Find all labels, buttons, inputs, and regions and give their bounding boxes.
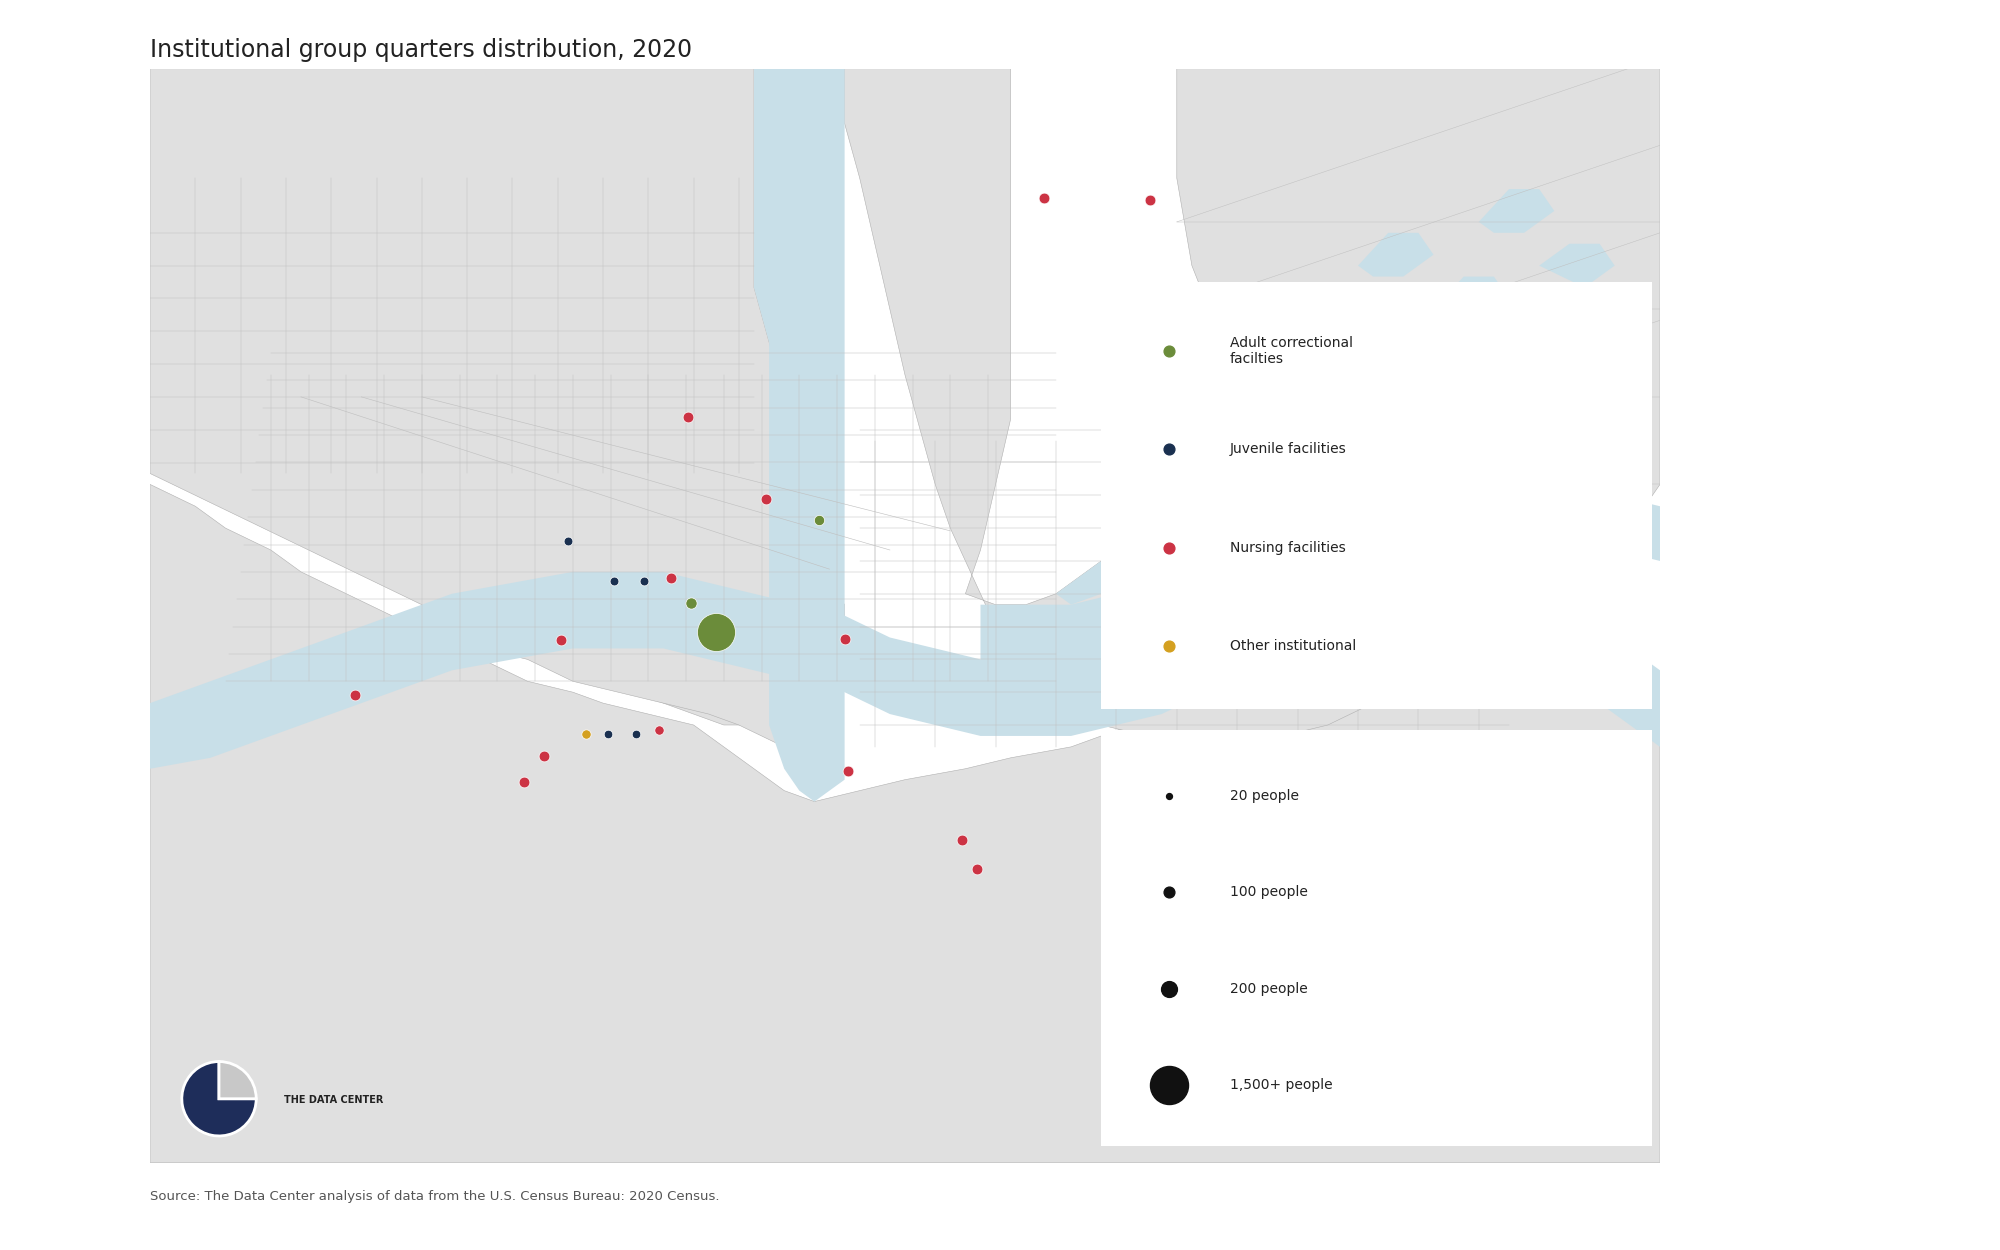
Polygon shape (1176, 69, 1660, 572)
Point (570, 724, 602, 744)
Point (620, 724, 652, 744)
Polygon shape (1358, 232, 1434, 276)
Text: Source: The Data Center analysis of data from the U.S. Census Bureau: 2020 Censu: Source: The Data Center analysis of data… (150, 1190, 720, 1202)
FancyBboxPatch shape (1102, 282, 1652, 709)
Polygon shape (1540, 244, 1614, 288)
Point (528, 745, 560, 765)
Point (340, 685, 372, 705)
Point (552, 531, 584, 551)
Polygon shape (1176, 451, 1268, 495)
Point (1234, 684, 1266, 704)
Point (1154, 979, 1186, 999)
Point (1028, 188, 1060, 208)
Polygon shape (784, 539, 814, 561)
Point (1134, 190, 1166, 210)
Point (962, 860, 994, 880)
Point (1154, 1075, 1186, 1095)
Point (628, 570, 660, 591)
Point (654, 569, 686, 589)
Point (642, 720, 674, 740)
Polygon shape (150, 69, 814, 791)
FancyBboxPatch shape (1102, 730, 1652, 1146)
Polygon shape (1238, 506, 1312, 539)
Point (802, 510, 834, 530)
Point (672, 406, 704, 426)
Point (750, 489, 782, 509)
Text: Adult correctional
facilties: Adult correctional facilties (1230, 336, 1352, 366)
Text: Other institutional: Other institutional (1230, 639, 1356, 654)
Polygon shape (150, 484, 1660, 1162)
Point (1154, 439, 1186, 459)
Point (508, 771, 540, 792)
Point (828, 629, 860, 649)
Point (832, 761, 864, 781)
Polygon shape (844, 69, 1448, 746)
Text: Juvenile facilities: Juvenile facilities (1230, 442, 1346, 456)
Point (1154, 786, 1186, 806)
Point (946, 830, 978, 850)
Point (1154, 341, 1186, 361)
Point (544, 630, 576, 650)
Point (1154, 538, 1186, 558)
Polygon shape (1298, 539, 1374, 572)
Text: 1,500+ people: 1,500+ people (1230, 1078, 1332, 1091)
Point (592, 724, 624, 744)
Point (674, 592, 706, 612)
Text: THE DATA CENTER: THE DATA CENTER (284, 1095, 384, 1105)
Wedge shape (220, 1061, 256, 1099)
Text: 200 people: 200 people (1230, 981, 1308, 995)
Polygon shape (754, 69, 844, 801)
Polygon shape (784, 462, 814, 484)
Polygon shape (1478, 189, 1554, 232)
Polygon shape (1056, 561, 1116, 605)
Point (1154, 636, 1186, 656)
Polygon shape (468, 484, 844, 725)
Text: Nursing facilities: Nursing facilities (1230, 541, 1346, 555)
Polygon shape (1434, 276, 1510, 320)
Wedge shape (182, 1061, 256, 1136)
Text: 20 people: 20 people (1230, 789, 1298, 802)
Polygon shape (150, 550, 1660, 769)
Point (700, 622, 732, 642)
Point (598, 570, 630, 591)
Polygon shape (980, 474, 1660, 670)
Polygon shape (996, 615, 1056, 649)
Point (1154, 882, 1186, 902)
Text: Institutional group quarters distribution, 2020: Institutional group quarters distributio… (150, 38, 692, 61)
Text: 100 people: 100 people (1230, 885, 1308, 899)
